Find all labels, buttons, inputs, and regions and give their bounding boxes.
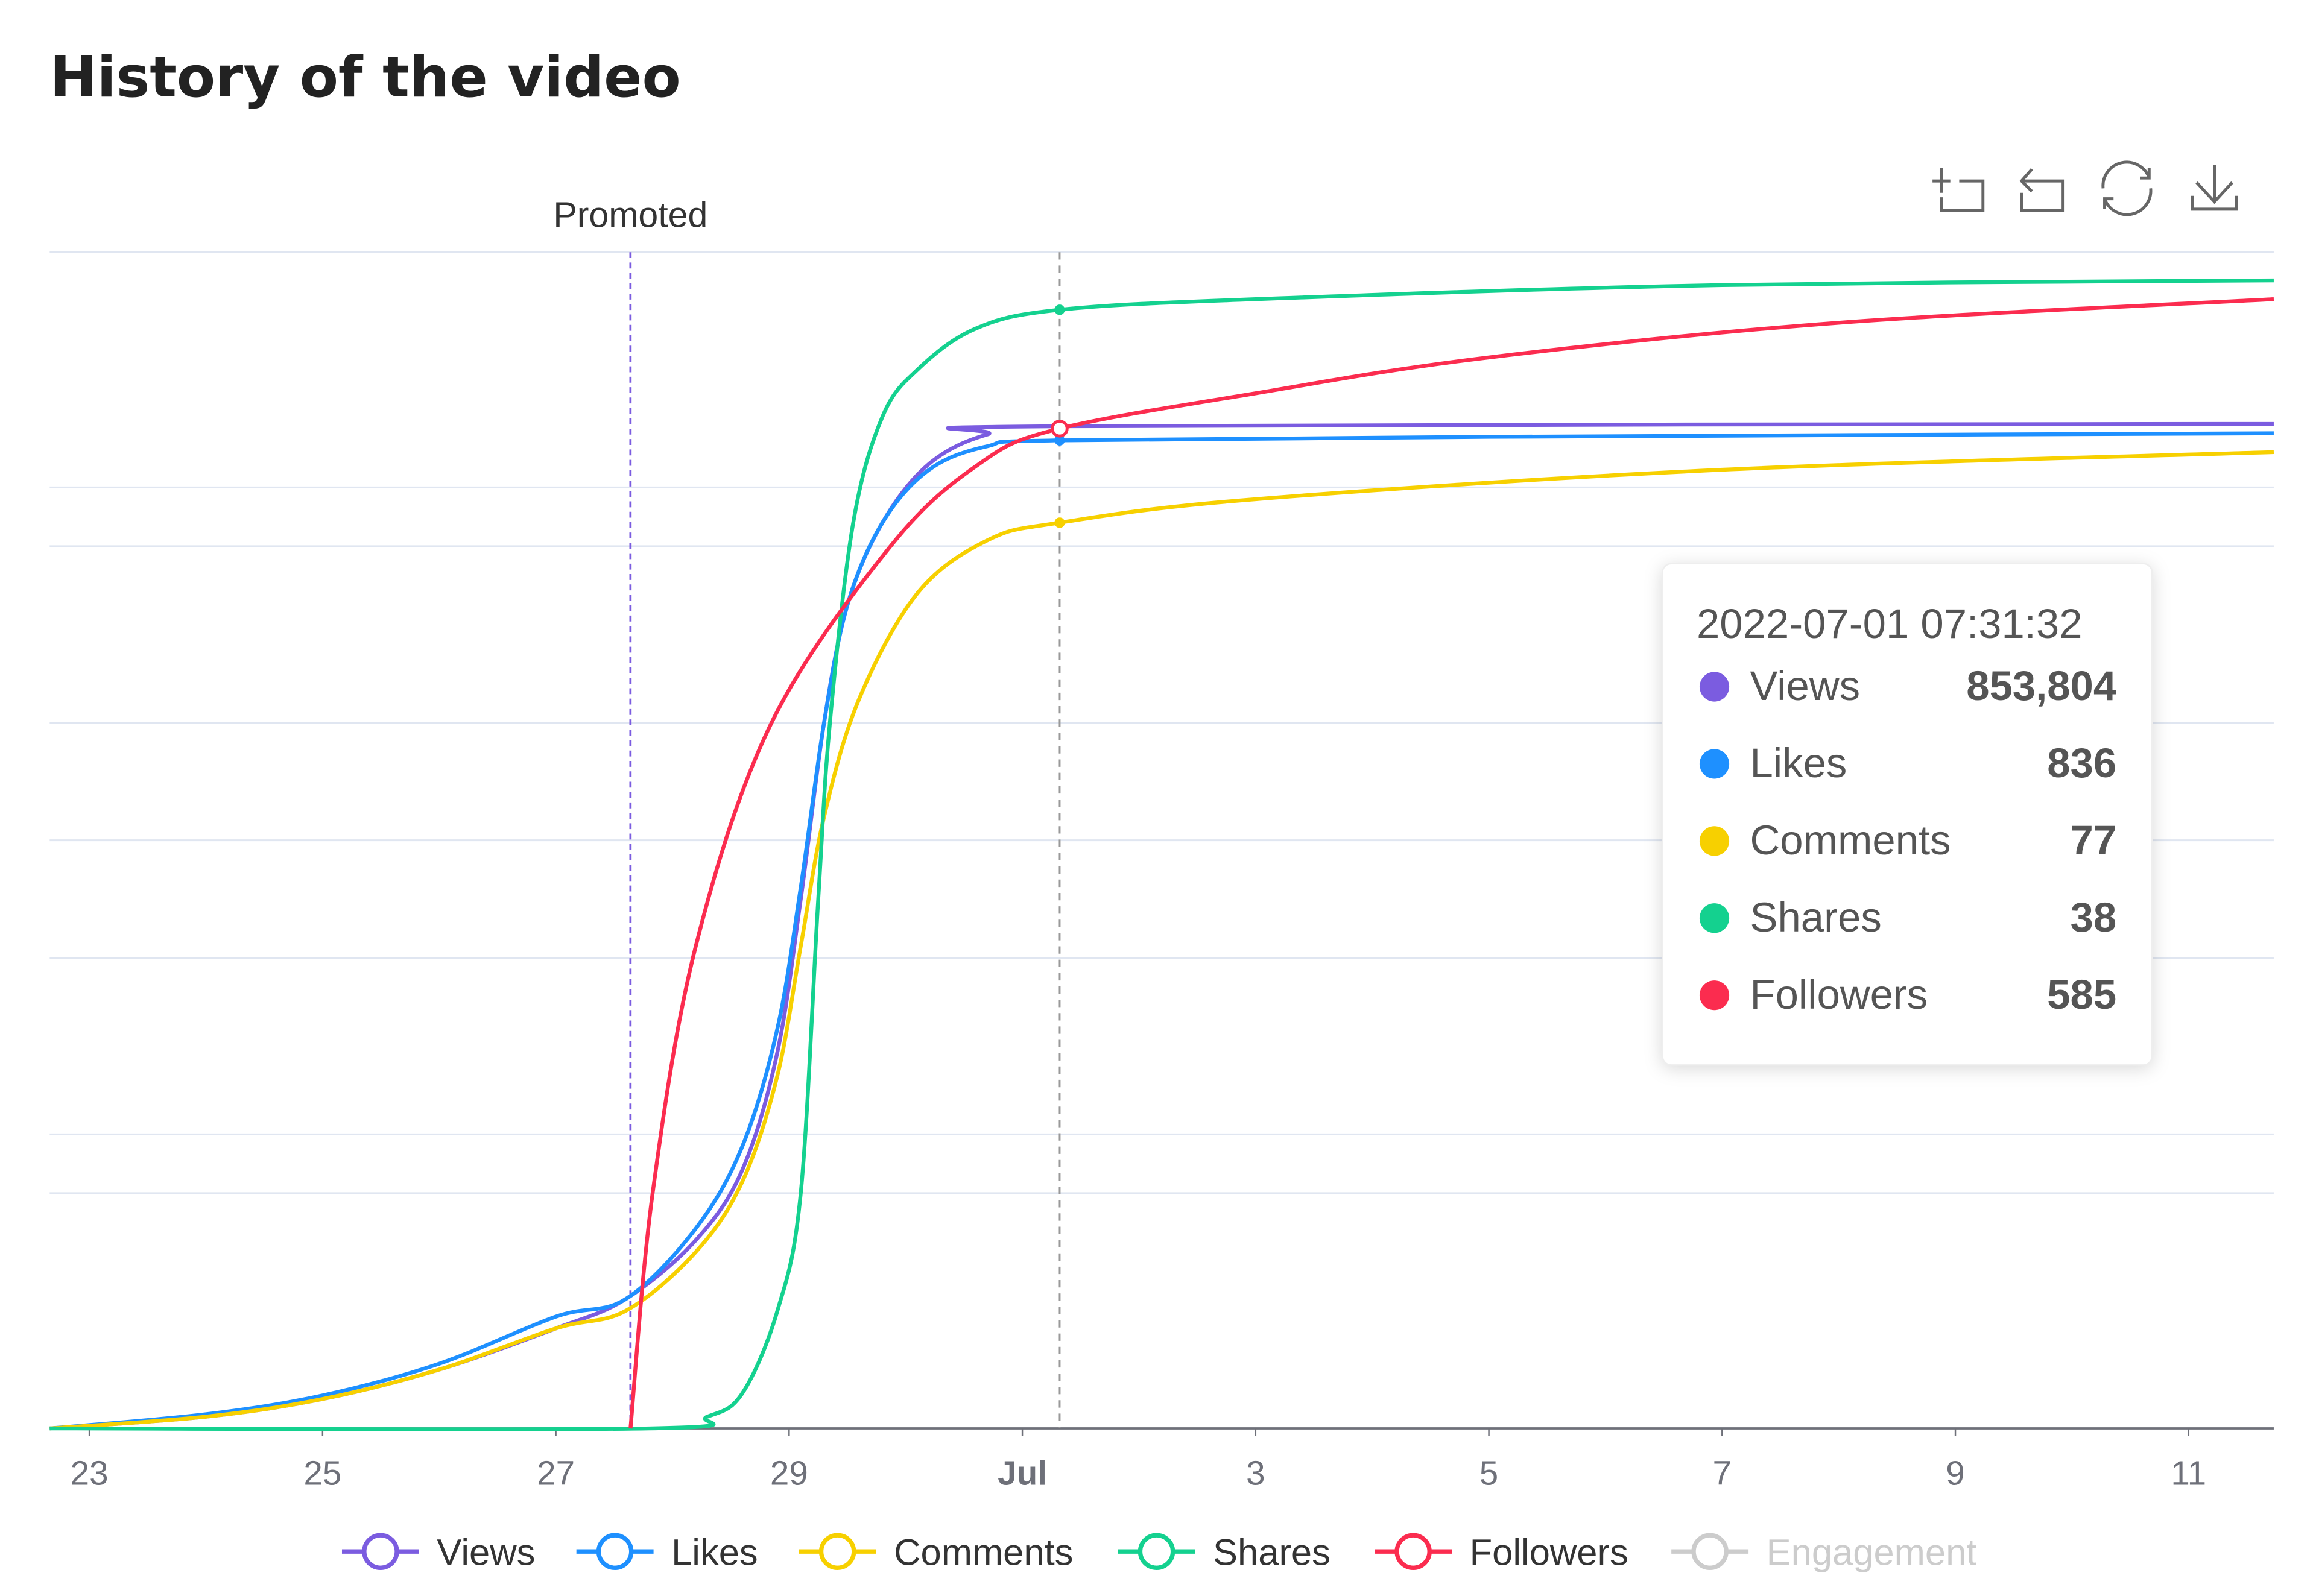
legend-circle-icon bbox=[818, 1533, 856, 1570]
tooltip-marker-comments bbox=[1699, 826, 1730, 856]
x-axis: 23 25 27 29 Jul 3 5 7 9 11 bbox=[49, 1427, 2274, 1492]
tooltip-series-name: Shares bbox=[1750, 894, 1882, 941]
legend-label: Views bbox=[437, 1531, 535, 1573]
legend-item-engagement[interactable]: Engagement bbox=[1671, 1531, 1976, 1573]
tooltip-series-name: Views bbox=[1750, 663, 1860, 709]
legend-label: Followers bbox=[1470, 1531, 1628, 1573]
zoom-icon[interactable] bbox=[1929, 163, 1985, 217]
legend-label: Shares bbox=[1213, 1531, 1330, 1573]
tooltip-series-value: 38 bbox=[2071, 894, 2117, 941]
legend-circle-icon bbox=[1137, 1533, 1175, 1570]
x-tick-label: 3 bbox=[1246, 1454, 1265, 1492]
series-line-followers bbox=[628, 297, 2274, 1429]
x-tick-label: 5 bbox=[1479, 1454, 1498, 1492]
tooltip-series-value: 836 bbox=[2047, 740, 2116, 786]
tooltip-timestamp: 2022-07-01 07:31:32 bbox=[1697, 601, 2083, 647]
series-line-comments bbox=[49, 450, 2274, 1431]
x-tick-label: Jul bbox=[998, 1454, 1047, 1492]
grid-lines bbox=[49, 251, 2274, 1194]
x-tick-label: 23 bbox=[71, 1454, 109, 1492]
legend-circle-icon bbox=[1691, 1533, 1729, 1570]
legend-item-followers[interactable]: Followers bbox=[1375, 1531, 1628, 1573]
legend-item-shares[interactable]: Shares bbox=[1118, 1531, 1330, 1573]
toolbox bbox=[1929, 160, 2241, 217]
tooltip-series-value: 77 bbox=[2071, 817, 2117, 863]
hover-point-likes bbox=[1054, 435, 1065, 446]
tooltip-marker-views bbox=[1699, 672, 1730, 702]
legend-circle-icon bbox=[596, 1533, 634, 1570]
legend-circle-icon bbox=[1394, 1533, 1432, 1570]
zoom-reset-icon[interactable] bbox=[2016, 163, 2069, 217]
legend-item-views[interactable]: Views bbox=[341, 1531, 535, 1573]
x-tick-label: 9 bbox=[1946, 1454, 1964, 1492]
hover-point-comments bbox=[1054, 517, 1065, 528]
series-line-shares bbox=[49, 278, 2274, 1431]
tooltip-series-value: 853,804 bbox=[1966, 663, 2116, 709]
tooltip-marker-shares bbox=[1699, 903, 1730, 933]
legend-item-likes[interactable]: Likes bbox=[576, 1531, 758, 1573]
download-icon[interactable] bbox=[2188, 160, 2241, 216]
promoted-label: Promoted bbox=[553, 195, 707, 235]
x-tick-label: 29 bbox=[770, 1454, 808, 1492]
legend-item-comments[interactable]: Comments bbox=[799, 1531, 1074, 1573]
hover-point-shares bbox=[1054, 304, 1065, 315]
hover-point-followers bbox=[1051, 420, 1069, 438]
tooltip-series-name: Comments bbox=[1750, 817, 1951, 863]
tooltip-series-value: 585 bbox=[2047, 971, 2116, 1018]
legend-label: Comments bbox=[894, 1531, 1073, 1573]
legend-label: Likes bbox=[671, 1531, 758, 1573]
tooltip-marker-likes bbox=[1699, 749, 1730, 779]
tooltip: 2022-07-01 07:31:32 Views 853,804 Likes 836… bbox=[1662, 563, 2153, 1066]
tooltip-marker-followers bbox=[1699, 980, 1730, 1011]
tooltip-series-name: Followers bbox=[1750, 971, 1928, 1018]
restore-icon[interactable] bbox=[2099, 160, 2155, 216]
chart-title: History of the video bbox=[49, 45, 680, 110]
series-line-likes bbox=[49, 431, 2274, 1431]
x-tick-label: 7 bbox=[1713, 1454, 1732, 1492]
x-tick-label: 11 bbox=[2171, 1454, 2206, 1492]
legend: Views Likes Comments Shares Followers Engagem… bbox=[341, 1531, 1976, 1573]
x-tick-label: 27 bbox=[537, 1454, 575, 1492]
legend-label: Engagement bbox=[1767, 1531, 1977, 1573]
tooltip-series-name: Likes bbox=[1750, 740, 1847, 786]
series-lines: Promoted bbox=[49, 195, 2274, 1431]
x-tick-label: 25 bbox=[303, 1454, 341, 1492]
legend-circle-icon bbox=[362, 1533, 399, 1570]
